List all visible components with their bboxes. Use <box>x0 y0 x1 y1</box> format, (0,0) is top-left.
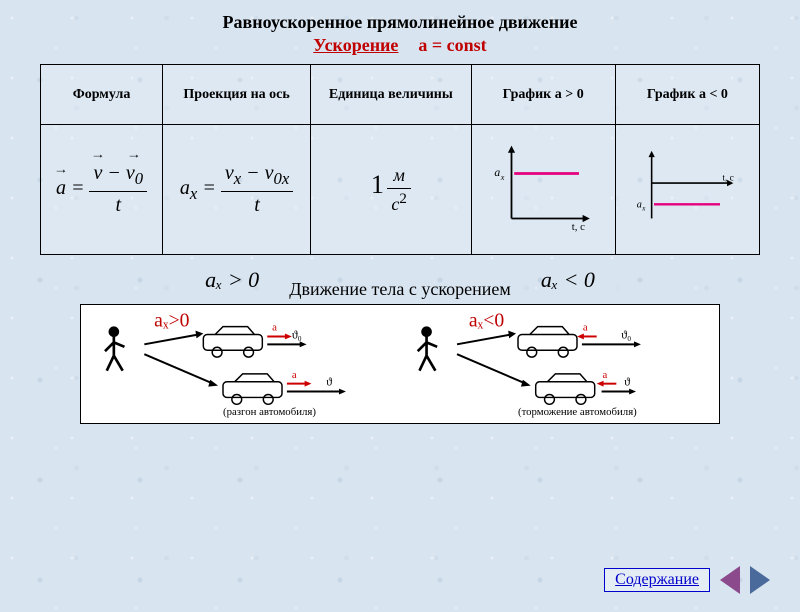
svg-text:ϑ₀: ϑ₀ <box>621 327 631 341</box>
svg-text:a: a <box>272 322 277 334</box>
car-icon <box>203 327 262 357</box>
vec-v: v <box>93 162 102 184</box>
svg-text:x: x <box>642 205 647 213</box>
man-icon <box>418 326 437 370</box>
left-caption: (разгон автомобиля) <box>223 406 316 418</box>
page-title: Равноускоренное прямолинейное движение <box>0 12 800 33</box>
nav-prev-button[interactable] <box>720 566 740 594</box>
page-subtitle: Ускорение a = const <box>0 35 800 56</box>
chart-neg-xlabel: t, c <box>723 174 735 184</box>
ax-neg-label: aₓ<0 <box>469 310 505 332</box>
mid-text: Движение тела с ускорением <box>289 279 511 300</box>
chart-pos: a x t, c <box>488 142 598 232</box>
nav-next-button[interactable] <box>750 566 770 594</box>
svg-text:a: a <box>292 369 297 381</box>
chart-pos-ylabel: a <box>495 166 501 179</box>
chart-neg: a x t, c <box>632 142 742 232</box>
svg-text:x: x <box>500 173 505 182</box>
ax-positive-outer: aₓ > 0 <box>205 267 259 293</box>
svg-text:ϑ: ϑ <box>326 375 332 389</box>
subtitle-accel: Ускорение <box>313 35 398 55</box>
cell-formula-proj: ax = vx − v0x t <box>163 125 311 255</box>
vec-v0: v <box>126 162 135 184</box>
chart-pos-xlabel: t, c <box>572 221 585 232</box>
vec-a: a <box>56 177 66 199</box>
man-icon <box>105 326 124 370</box>
th-formula: Формула <box>41 65 163 125</box>
svg-text:a: a <box>583 322 588 334</box>
svg-text:ϑ₀: ϑ₀ <box>292 327 302 341</box>
cell-graph-pos: a x t, c <box>471 125 615 255</box>
vec-t: t <box>89 192 147 217</box>
car-icon <box>536 374 595 404</box>
right-caption: (торможение автомобиля) <box>518 406 637 418</box>
svg-text:a: a <box>603 369 608 381</box>
th-projection: Проекция на ось <box>163 65 311 125</box>
contents-link[interactable]: Содержание <box>604 568 710 592</box>
th-graph-neg: График a < 0 <box>615 65 759 125</box>
ax-pos-label: aₓ>0 <box>154 310 190 332</box>
cell-graph-neg: a x t, c <box>615 125 759 255</box>
th-unit: Единица величины <box>311 65 471 125</box>
th-graph-pos: График a > 0 <box>471 65 615 125</box>
car-icon <box>223 374 282 404</box>
cell-unit: 1 м с2 <box>311 125 471 255</box>
car-icon <box>518 327 577 357</box>
svg-text:ϑ: ϑ <box>624 375 630 389</box>
car-diagram: aₓ>0 a ϑ₀ a ϑ (разгон автомобиля) aₓ<0 <box>80 304 720 424</box>
cell-formula-vec: a = v − v0 t <box>41 125 163 255</box>
ax-negative-outer: aₓ < 0 <box>541 267 595 293</box>
formula-table: Формула Проекция на ось Единица величины… <box>40 64 760 255</box>
subtitle-eq: a = const <box>418 35 486 55</box>
chart-neg-ylabel: a <box>637 199 642 210</box>
